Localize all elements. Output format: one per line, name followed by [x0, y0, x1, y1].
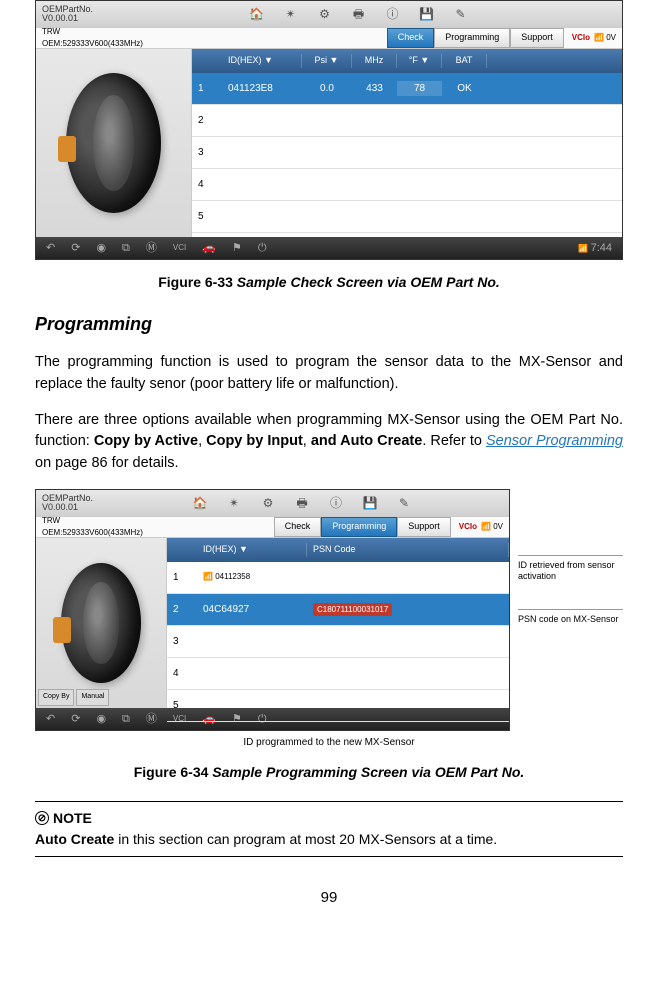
col-temp[interactable]: °F ▼	[397, 54, 442, 68]
screen-icon[interactable]: ⧉	[122, 240, 130, 257]
save-icon[interactable]: 💾	[419, 6, 435, 22]
topbar: OEMPartNo. V0.00.01 🏠 ✴ ⚙ 🖶 ⓘ 💾 ✎	[36, 490, 509, 516]
tab-check[interactable]: Check	[387, 28, 435, 48]
info-bar: TRW OEM:529333V600(433MHz) Check Program…	[36, 516, 509, 538]
edit-icon[interactable]: ✎	[453, 6, 469, 22]
home-icon[interactable]: 🏠	[249, 6, 265, 22]
screenshot-programming: OEMPartNo. V0.00.01 🏠 ✴ ⚙ 🖶 ⓘ 💾 ✎ TRW OE…	[35, 489, 510, 731]
annotation: ID retrieved from sensor activation	[518, 555, 623, 587]
tab-support[interactable]: Support	[397, 517, 451, 537]
annotation: PSN code on MX-Sensor	[518, 609, 623, 630]
browser-icon[interactable]: ◉	[96, 711, 106, 728]
tire-graphic	[66, 73, 161, 213]
table-row[interactable]: 1 041123E8 0.0 433 78 OK	[192, 73, 622, 105]
nav-icon[interactable]: ⟳	[71, 240, 80, 257]
status-time: 📶 7:44	[578, 240, 612, 257]
figure-caption-1: Figure 6-33 Sample Check Screen via OEM …	[35, 272, 623, 293]
tool-icon[interactable]: ✴	[283, 6, 299, 22]
save-icon[interactable]: 💾	[362, 495, 378, 511]
power-icon[interactable]: ⏻	[258, 240, 267, 257]
col-psn: PSN Code	[307, 543, 509, 557]
topbar: OEMPartNo. V0.00.01 🏠 ✴ ⚙ 🖶 ⓘ 💾 ✎	[36, 1, 622, 27]
back-icon[interactable]: ↶	[46, 240, 55, 257]
paragraph: The programming function is used to prog…	[35, 352, 623, 396]
col-id[interactable]: ID(HEX) ▼	[222, 54, 302, 68]
col-id[interactable]: ID(HEX) ▼	[197, 543, 307, 557]
note-label: NOTE	[53, 808, 92, 829]
vehicle-label: TRW	[42, 515, 274, 527]
screenshot-check: OEMPartNo. V0.00.01 🏠 ✴ ⚙ 🖶 ⓘ 💾 ✎ TRW OE…	[35, 0, 623, 260]
info-icon[interactable]: ⓘ	[328, 495, 344, 511]
table-row[interactable]: 2	[192, 105, 622, 137]
gear-icon[interactable]: ⚙	[317, 6, 333, 22]
note-text: Auto Create in this section can program …	[35, 829, 623, 850]
tool-icon[interactable]: ✴	[226, 495, 242, 511]
bottom-toolbar: ↶ ⟳ ◉ ⧉ Ⓜ VCI 🚗 ⚑ ⏻ 📶 7:44	[36, 237, 622, 259]
note-icon: ⊘	[35, 811, 49, 825]
screen-icon[interactable]: ⧉	[122, 711, 130, 728]
print-icon[interactable]: 🖶	[294, 495, 310, 511]
sensor-programming-link[interactable]: Sensor Programming	[486, 433, 623, 449]
table-row[interactable]: 5	[167, 690, 509, 722]
mini-tab[interactable]: Manual	[76, 689, 109, 706]
col-mhz: MHz	[352, 54, 397, 68]
info-bar: TRW OEM:529333V600(433MHz) Check Program…	[36, 27, 622, 49]
browser-icon[interactable]: ◉	[96, 240, 106, 257]
tab-programming[interactable]: Programming	[434, 28, 510, 48]
vehicle-label: TRW	[42, 26, 387, 38]
info-icon[interactable]: ⓘ	[385, 6, 401, 22]
tab-support[interactable]: Support	[510, 28, 564, 48]
col-bat: BAT	[442, 54, 487, 68]
car-icon[interactable]: 🚗	[202, 240, 216, 257]
page-number: 99	[35, 887, 623, 918]
app-label: OEMPartNo. V0.00.01	[42, 494, 93, 512]
sensor-table: ID(HEX) ▼ PSN Code 1 📶 04112358 2 04C649…	[166, 538, 509, 708]
table-row[interactable]: 4	[167, 658, 509, 690]
tire-panel	[36, 538, 166, 708]
vci-indicator: VCIo	[572, 32, 590, 44]
table-row[interactable]: 3	[192, 137, 622, 169]
col-psi[interactable]: Psi ▼	[302, 54, 352, 68]
tab-programming[interactable]: Programming	[321, 517, 397, 537]
app-label: OEMPartNo. V0.00.01	[42, 5, 93, 23]
m-icon[interactable]: Ⓜ	[146, 711, 157, 728]
gear-icon[interactable]: ⚙	[260, 495, 276, 511]
mini-tab[interactable]: Copy By	[38, 689, 74, 706]
tab-check[interactable]: Check	[274, 517, 322, 537]
note-box: ⊘ NOTE Auto Create in this section can p…	[35, 801, 623, 857]
table-row[interactable]: 5	[192, 201, 622, 233]
print-icon[interactable]: 🖶	[351, 6, 367, 22]
table-row[interactable]: 1 📶 04112358	[167, 562, 509, 594]
m-icon[interactable]: Ⓜ	[146, 240, 157, 257]
nav-icon[interactable]: ⟳	[71, 711, 80, 728]
annotations-panel: ID retrieved from sensor activation PSN …	[518, 489, 623, 731]
flag-icon[interactable]: ⚑	[232, 240, 242, 257]
home-icon[interactable]: 🏠	[192, 495, 208, 511]
tire-panel	[36, 49, 191, 237]
edit-icon[interactable]: ✎	[396, 495, 412, 511]
vci-icon[interactable]: VCI	[173, 242, 186, 254]
annotation-bottom: ID programmed to the new MX-Sensor	[35, 735, 623, 750]
vci-indicator: VCIo	[459, 521, 477, 533]
table-row[interactable]: 3	[167, 626, 509, 658]
table-row[interactable]: 2 04C64927 C180711100031017	[167, 594, 509, 626]
sensor-table: ID(HEX) ▼ Psi ▼ MHz °F ▼ BAT 1 041123E8 …	[191, 49, 622, 237]
figure-caption-2: Figure 6-34 Sample Programming Screen vi…	[35, 762, 623, 783]
tire-graphic	[61, 563, 141, 683]
table-row[interactable]: 4	[192, 169, 622, 201]
section-heading: Programming	[35, 311, 623, 338]
paragraph: There are three options available when p…	[35, 410, 623, 475]
back-icon[interactable]: ↶	[46, 711, 55, 728]
